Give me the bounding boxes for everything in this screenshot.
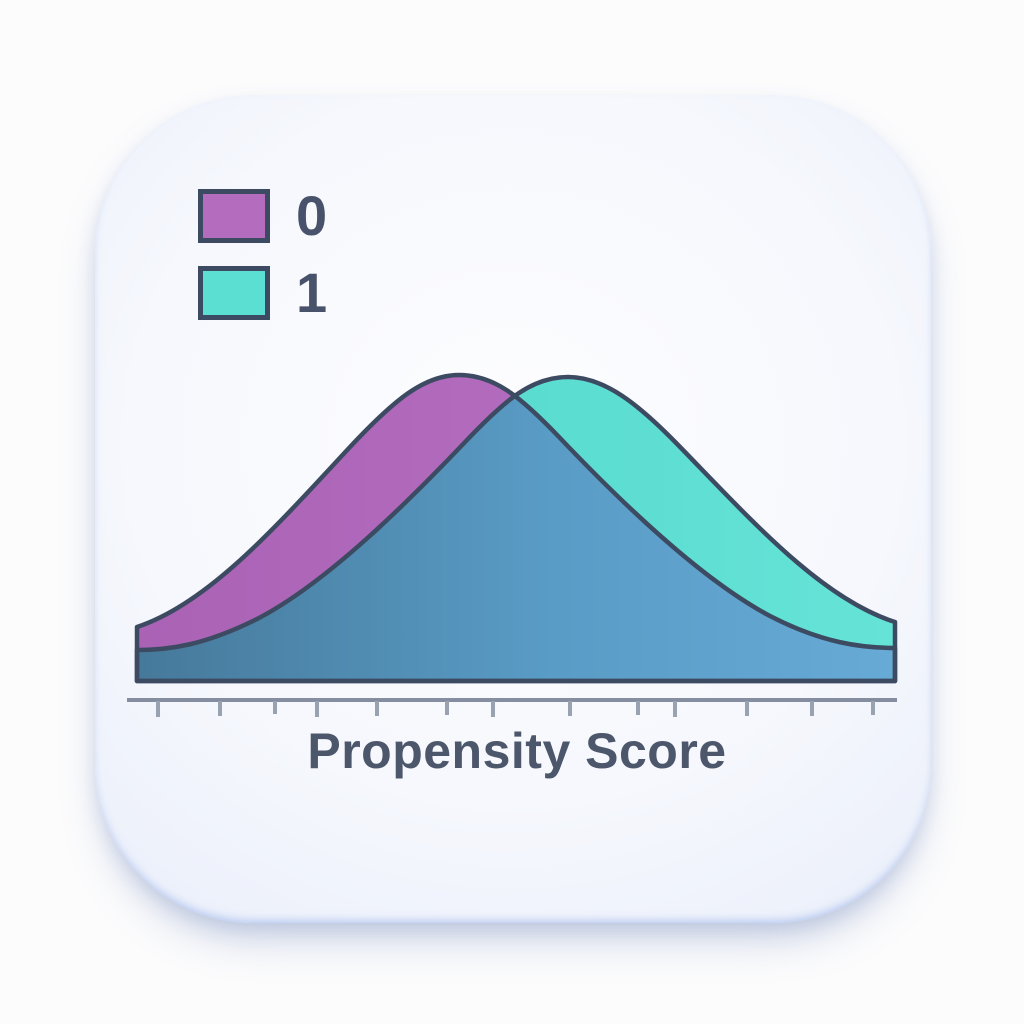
- legend-label-0: 0: [296, 184, 328, 247]
- x-axis-ticks: [156, 701, 875, 717]
- density-outline-0: [134, 372, 898, 684]
- density-overlap-area: [137, 377, 895, 681]
- legend-label-1: 1: [296, 261, 328, 324]
- legend-item-0: 0: [198, 188, 327, 244]
- density-outline-1: [134, 374, 898, 684]
- x-axis-title: Propensity Score: [307, 723, 727, 779]
- legend-swatch-0: [198, 189, 270, 243]
- legend-swatch-1: [198, 266, 270, 320]
- legend-item-1: 1: [198, 265, 327, 321]
- legend: 0 1: [198, 188, 327, 321]
